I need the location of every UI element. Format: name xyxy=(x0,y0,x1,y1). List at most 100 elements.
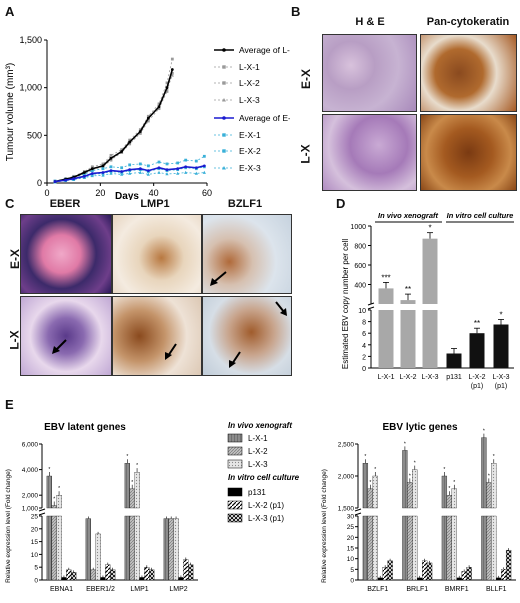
bar xyxy=(372,515,378,581)
data-point xyxy=(120,148,124,152)
significance-mark: * xyxy=(488,473,490,479)
y-tick-label: 6 xyxy=(362,331,366,338)
data-point xyxy=(165,162,169,166)
row-label-lx: L-X xyxy=(298,144,313,164)
y-tick-label: 25 xyxy=(31,514,39,521)
legend-label: p131 xyxy=(248,488,266,497)
bar xyxy=(456,577,462,581)
significance-mark: * xyxy=(483,429,485,435)
bar xyxy=(90,569,96,581)
bar xyxy=(46,515,52,581)
data-point xyxy=(101,173,105,177)
bar xyxy=(144,567,150,581)
bar xyxy=(486,515,492,581)
axis-break xyxy=(38,512,46,516)
eber-image-ex xyxy=(20,214,112,294)
legend-group-vivo: In vivo xenograft xyxy=(228,421,292,430)
bar xyxy=(378,288,394,304)
data-point xyxy=(128,163,132,167)
data-point xyxy=(138,130,142,133)
data-point xyxy=(176,167,180,171)
y-tick-label: 20 xyxy=(347,535,355,542)
data-point xyxy=(101,171,105,174)
y-tick-label: 1,500 xyxy=(338,506,355,513)
data-point xyxy=(157,170,161,174)
y-tick-label: 20 xyxy=(31,526,39,533)
bar xyxy=(367,515,373,581)
row-label-ex: E-X xyxy=(299,68,314,90)
y-tick-label: 4,000 xyxy=(22,467,39,474)
bar xyxy=(110,569,116,581)
significance-mark: * xyxy=(126,454,128,460)
bar xyxy=(426,562,433,581)
data-point xyxy=(202,164,206,168)
significance-mark: * xyxy=(53,496,55,502)
data-point xyxy=(165,172,169,176)
y-axis-label-latent: Relative expression level (Fold change) xyxy=(5,469,12,583)
bar xyxy=(407,515,413,581)
x-tick-label: L-X-1 xyxy=(377,374,394,381)
data-point xyxy=(90,174,94,178)
legend-label: L-X-3 xyxy=(239,95,260,105)
y-tick-label: 2,000 xyxy=(22,493,39,500)
y-tick-label: 5 xyxy=(350,567,354,574)
data-point xyxy=(82,171,86,174)
col-label-pancytokeratin: Pan-cytokeratin xyxy=(426,16,510,28)
panel-label-a: A xyxy=(5,4,15,19)
bar xyxy=(412,515,418,581)
data-point xyxy=(90,172,94,175)
data-point xyxy=(90,167,94,171)
chart-title-lytic: EBV lytic genes xyxy=(382,422,457,433)
legend-label: Average of E-X xyxy=(239,113,290,123)
data-point xyxy=(138,132,142,135)
bzlf1-image-lx xyxy=(202,296,292,376)
x-tick-label: p131 xyxy=(446,374,462,381)
bar xyxy=(451,488,457,509)
bar xyxy=(173,518,179,581)
axis-break xyxy=(38,508,46,512)
significance-mark: *** xyxy=(381,273,390,282)
bar xyxy=(402,515,408,581)
eber-image-lx xyxy=(20,296,112,376)
significance-mark: * xyxy=(48,467,50,473)
bar xyxy=(100,577,106,581)
bar xyxy=(491,463,497,509)
data-point xyxy=(53,180,57,183)
bar xyxy=(139,577,145,581)
y-tick-label: 1,500 xyxy=(19,35,42,45)
significance-mark: * xyxy=(369,480,371,486)
y-axis-label: Tumour volume (mm³) xyxy=(5,63,16,162)
data-point xyxy=(146,116,150,120)
col-label-bzlf1: BZLF1 xyxy=(227,198,263,210)
data-point xyxy=(146,164,150,168)
x-tick-label: LMP1 xyxy=(130,586,148,593)
y-tick-label: 15 xyxy=(31,539,39,546)
bar xyxy=(422,310,438,368)
legend-label: E-X-3 xyxy=(239,163,261,173)
data-point xyxy=(64,178,68,182)
bar xyxy=(362,463,369,509)
x-tick-label: BRLF1 xyxy=(406,586,428,593)
legend-label: L-X-1 xyxy=(239,62,260,72)
bar xyxy=(168,518,174,581)
panel-label-e: E xyxy=(5,397,14,412)
bar xyxy=(469,333,485,368)
data-point xyxy=(176,171,180,175)
legend-label: L-X-2 xyxy=(239,78,260,88)
data-point xyxy=(157,166,161,170)
bar xyxy=(362,515,369,581)
data-point xyxy=(194,166,198,170)
bar xyxy=(461,571,467,581)
lmp1-image-lx xyxy=(112,296,202,376)
significance-mark: * xyxy=(499,311,502,320)
data-point xyxy=(170,71,174,75)
data-point xyxy=(128,138,132,142)
y-tick-label: 0 xyxy=(350,578,354,585)
x-tick-label: 0 xyxy=(44,188,49,198)
data-point xyxy=(157,102,161,106)
axis-break xyxy=(354,508,362,512)
legend-swatch xyxy=(227,487,243,497)
bar xyxy=(61,577,67,581)
x-axis-label: Days xyxy=(115,191,139,200)
data-point xyxy=(109,169,113,173)
